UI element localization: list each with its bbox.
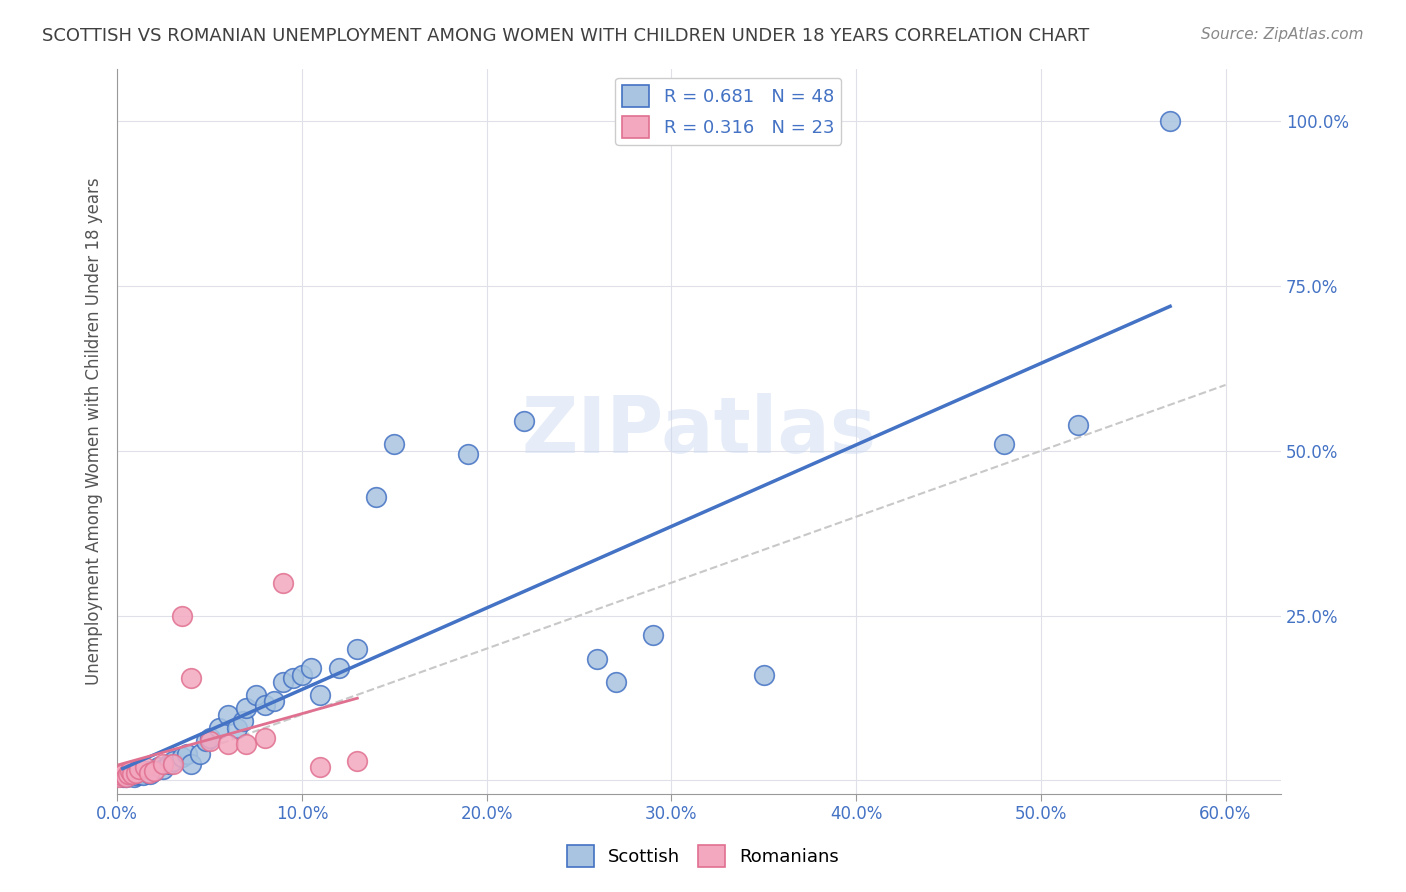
Legend: R = 0.681   N = 48, R = 0.316   N = 23: R = 0.681 N = 48, R = 0.316 N = 23 <box>614 78 841 145</box>
Point <box>457 447 479 461</box>
Point <box>121 767 143 781</box>
Point <box>188 747 211 761</box>
Point <box>152 757 174 772</box>
Point <box>115 770 138 784</box>
Point <box>299 661 322 675</box>
Point <box>641 628 664 642</box>
Text: ZIPatlas: ZIPatlas <box>522 393 876 469</box>
Point <box>176 747 198 761</box>
Point <box>346 754 368 768</box>
Point <box>273 674 295 689</box>
Point <box>128 767 150 781</box>
Point <box>170 750 193 764</box>
Text: SCOTTISH VS ROMANIAN UNEMPLOYMENT AMONG WOMEN WITH CHILDREN UNDER 18 YEARS CORRE: SCOTTISH VS ROMANIAN UNEMPLOYMENT AMONG … <box>42 27 1090 45</box>
Point <box>124 768 146 782</box>
Text: Source: ZipAtlas.com: Source: ZipAtlas.com <box>1201 27 1364 42</box>
Point <box>328 661 350 675</box>
Point <box>143 764 166 778</box>
Point <box>121 767 143 781</box>
Point <box>309 760 332 774</box>
Point <box>138 765 160 780</box>
Point <box>291 668 314 682</box>
Point <box>162 757 184 772</box>
Point <box>752 668 775 682</box>
Point <box>1067 417 1090 432</box>
Point <box>120 764 142 778</box>
Point <box>245 688 267 702</box>
Point <box>605 674 627 689</box>
Point <box>135 764 157 778</box>
Point <box>217 707 239 722</box>
Point <box>110 768 132 782</box>
Legend: Scottish, Romanians: Scottish, Romanians <box>560 838 846 874</box>
Point <box>180 757 202 772</box>
Point <box>586 651 609 665</box>
Point <box>128 762 150 776</box>
Point <box>108 770 131 784</box>
Point <box>281 671 304 685</box>
Point <box>235 701 257 715</box>
Point <box>382 437 405 451</box>
Point <box>134 760 156 774</box>
Point <box>157 757 180 772</box>
Point <box>180 671 202 685</box>
Point <box>146 760 169 774</box>
Point <box>273 575 295 590</box>
Point <box>139 767 162 781</box>
Point <box>115 770 138 784</box>
Point <box>122 770 145 784</box>
Point <box>208 721 231 735</box>
Point <box>120 768 142 782</box>
Point <box>235 737 257 751</box>
Point <box>117 767 139 781</box>
Point <box>152 762 174 776</box>
Point <box>232 714 254 728</box>
Point <box>346 641 368 656</box>
Point <box>217 737 239 751</box>
Y-axis label: Unemployment Among Women with Children Under 18 years: Unemployment Among Women with Children U… <box>86 178 103 685</box>
Point <box>143 764 166 778</box>
Point <box>993 437 1015 451</box>
Point <box>111 770 134 784</box>
Point <box>198 731 221 745</box>
Point <box>226 721 249 735</box>
Point <box>124 765 146 780</box>
Point <box>198 734 221 748</box>
Point <box>132 768 155 782</box>
Point <box>253 731 276 745</box>
Point <box>309 688 332 702</box>
Point <box>129 765 152 780</box>
Point <box>1159 114 1181 128</box>
Point <box>194 734 217 748</box>
Point <box>253 698 276 712</box>
Point <box>111 767 134 781</box>
Point <box>364 490 387 504</box>
Point <box>170 608 193 623</box>
Point <box>162 754 184 768</box>
Point <box>512 414 534 428</box>
Point <box>263 694 285 708</box>
